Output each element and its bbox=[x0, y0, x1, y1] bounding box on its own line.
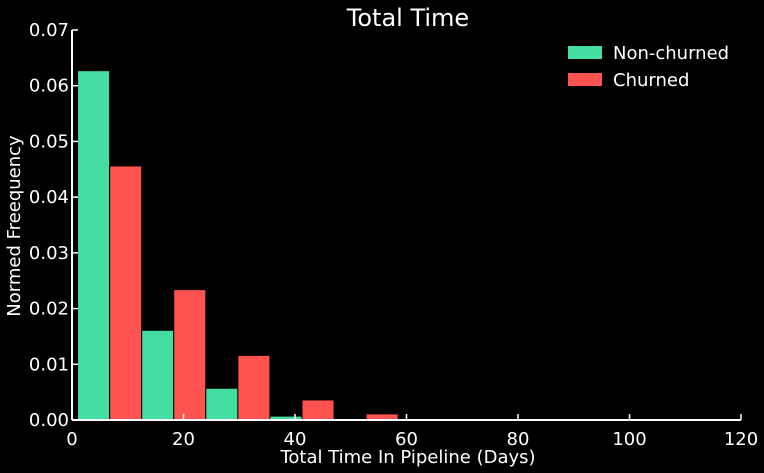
y-axis-label: Normed Freequency bbox=[4, 135, 25, 317]
y-tick-label: 0.00 bbox=[29, 410, 69, 431]
bar-churned-bin-2 bbox=[237, 354, 271, 421]
legend-swatch bbox=[568, 46, 602, 59]
x-tick-label: 40 bbox=[284, 429, 307, 450]
y-tick-label: 0.07 bbox=[29, 20, 69, 41]
legend-label: Non-churned bbox=[613, 43, 729, 64]
x-tick-label: 120 bbox=[724, 429, 758, 450]
bar-churned-bin-1 bbox=[173, 289, 207, 421]
y-tick-label: 0.04 bbox=[29, 187, 69, 208]
y-ticks: 0.00 0.01 0.02 0.03 0.04 0.05 0.06 0.07 bbox=[29, 20, 78, 431]
x-ticks: 0 20 40 60 80 100 120 bbox=[66, 414, 758, 450]
x-tick-label: 60 bbox=[395, 429, 418, 450]
bar-non-churned-bin-1 bbox=[141, 329, 175, 421]
bar-non-churned-bin-0 bbox=[77, 70, 111, 421]
x-tick-label: 20 bbox=[172, 429, 195, 450]
legend-label: Churned bbox=[613, 70, 689, 91]
x-tick-label: 0 bbox=[66, 429, 77, 450]
legend-swatch bbox=[568, 73, 602, 86]
legend: Non-churned Churned bbox=[568, 43, 729, 91]
x-axis-label: Total Time In Pipeline (Days) bbox=[279, 447, 535, 468]
chart-title: Total Time bbox=[346, 4, 469, 32]
bar-churned-bin-0 bbox=[109, 165, 143, 421]
bars-layer bbox=[77, 70, 591, 421]
bar-churned-bin-3 bbox=[301, 399, 335, 421]
x-tick-label: 100 bbox=[612, 429, 646, 450]
y-tick-label: 0.01 bbox=[29, 354, 69, 375]
y-tick-label: 0.03 bbox=[29, 243, 69, 264]
y-tick-label: 0.02 bbox=[29, 299, 69, 320]
y-tick-label: 0.05 bbox=[29, 131, 69, 152]
x-tick-label: 80 bbox=[507, 429, 530, 450]
bar-non-churned-bin-2 bbox=[205, 387, 239, 421]
y-tick-label: 0.06 bbox=[29, 76, 69, 97]
